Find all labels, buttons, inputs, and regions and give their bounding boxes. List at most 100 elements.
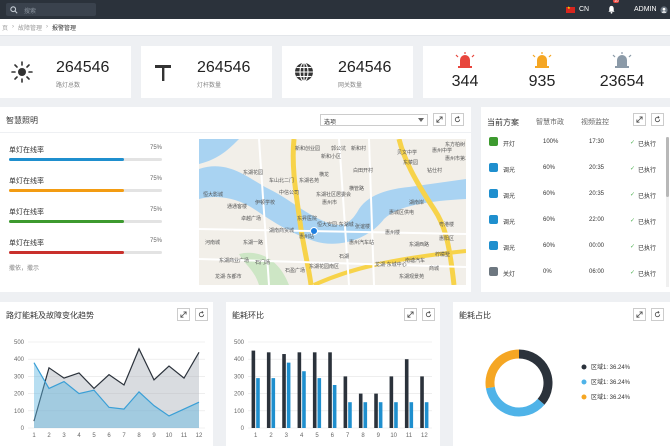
plan-row[interactable]: 关灯 0% 06:00 ✓ 已执行 <box>487 267 657 289</box>
breadcrumb-parent[interactable]: 故障管理 <box>18 25 43 32</box>
x-tick-label: 11 <box>406 433 413 439</box>
alarm-warning-count: 935 <box>528 73 556 90</box>
refresh-button[interactable] <box>651 113 664 126</box>
plan-row[interactable]: 调光 60% 20:35 ✓ 已执行 <box>487 189 657 211</box>
refresh-button[interactable] <box>195 308 208 321</box>
donut-chart: 区域1: 36.24% 区域1: 36.24% 区域1: 36.24% <box>485 349 631 417</box>
alarm-info[interactable]: 23654 <box>591 52 653 91</box>
expand-icon <box>636 116 643 123</box>
map-label: 惠州楼 <box>385 230 401 236</box>
progress-fill <box>9 189 124 192</box>
tab-current-plan[interactable]: 当前方案 <box>487 118 519 127</box>
series-line <box>33 347 200 422</box>
plan-row[interactable]: 调光 60% 22:00 ✓ 已执行 <box>487 215 657 237</box>
stat-value: 264546 <box>338 59 392 76</box>
map-label: 东湖名苑 <box>299 178 320 184</box>
bar <box>317 378 322 428</box>
plan-type-icon <box>489 137 498 146</box>
siren-orange-icon <box>532 52 552 68</box>
legend-label: 区域1: 36.24% <box>591 378 631 386</box>
map-label: 新和小区 <box>321 154 342 160</box>
search-input[interactable]: 搜索 <box>24 9 37 15</box>
refresh-icon <box>425 311 432 318</box>
map-label: 湖南商贸城 <box>269 228 295 234</box>
alarm-critical[interactable]: 344 <box>434 52 496 91</box>
y-tick-label: 300 <box>234 374 245 380</box>
sun-icon <box>11 61 33 83</box>
expand-icon <box>180 311 187 318</box>
map-label: 恒大安园·东湖城 <box>317 222 354 228</box>
notification-button[interactable]: 10 <box>607 0 620 19</box>
map-label: 东昇医院 <box>297 216 318 222</box>
x-tick-label: 2 <box>47 433 51 439</box>
plan-time: 06:00 <box>589 269 605 275</box>
bar <box>424 402 429 428</box>
expand-button[interactable] <box>633 308 646 321</box>
map-label: 东湖花园南区 <box>309 264 340 270</box>
share-chart-card: 能耗占比 区域1: 36.24% 区域1: 36.24% 区域1: 36.24% <box>453 302 670 446</box>
y-tick-label: 400 <box>234 357 245 363</box>
plan-row[interactable]: 开灯 100% 17:30 ✓ 已执行 <box>487 137 657 159</box>
plan-name: 开灯 <box>503 142 516 148</box>
x-tick-label: 6 <box>331 433 335 439</box>
scrollbar[interactable] <box>666 137 669 287</box>
plan-name: 调光 <box>503 168 516 174</box>
online-rate-label: 单灯在线率 <box>9 147 44 154</box>
user-menu[interactable]: ADMIN <box>634 0 668 19</box>
bar <box>374 393 378 428</box>
online-rate-label: 单灯在线率 <box>9 240 44 247</box>
map-canvas[interactable] <box>199 139 466 285</box>
map-label: 东湖观景苑 <box>399 274 425 280</box>
siren-gray-icon <box>612 52 632 68</box>
expand-button[interactable] <box>404 308 417 321</box>
refresh-button[interactable] <box>422 308 435 321</box>
map-label: 东湖商业广场 <box>219 258 250 264</box>
scrollbar-thumb[interactable] <box>666 137 669 197</box>
bell-icon <box>608 5 615 14</box>
plan-panel: 当前方案 智慧市政 视频监控 开灯 100% 17:30 ✓ 已执行 调光 60% 20:35… <box>481 107 670 292</box>
stat-value: 264546 <box>56 59 110 76</box>
plan-row[interactable]: 调光 60% 00:00 ✓ 已执行 <box>487 241 657 263</box>
map-label: 中信公司 <box>279 190 300 196</box>
y-tick-label: 100 <box>14 409 25 415</box>
x-tick-label: 2 <box>269 433 273 439</box>
refresh-button[interactable] <box>451 113 464 126</box>
panel-title: 智慧照明 <box>6 116 38 125</box>
donut-slice <box>485 349 520 389</box>
plan-pct: 100% <box>543 139 559 145</box>
stat-card-lamps: 264546 路灯总数 <box>0 46 131 98</box>
refresh-button[interactable] <box>651 308 664 321</box>
plan-status: 已执行 <box>638 246 657 252</box>
x-tick-label: 8 <box>137 433 141 439</box>
stat-label: 灯杆数量 <box>197 83 222 89</box>
y-tick-label: 500 <box>234 340 245 346</box>
option-select[interactable]: 选项 <box>320 114 428 126</box>
panel-title: 能耗环比 <box>232 311 264 320</box>
expand-button[interactable] <box>633 113 646 126</box>
map-label: 惠州中学 <box>432 148 453 154</box>
search-box[interactable]: 搜索 <box>6 3 96 16</box>
plan-type-icon <box>489 241 498 250</box>
map-label: 卓越广场 <box>241 216 262 222</box>
x-tick-label: 12 <box>196 433 203 439</box>
expand-button[interactable] <box>433 113 446 126</box>
map-label: 惠城区供电 <box>389 210 415 216</box>
plan-row[interactable]: 调光 60% 20:35 ✓ 已执行 <box>487 163 657 185</box>
y-tick-label: 100 <box>234 409 245 415</box>
tab-video-monitor[interactable]: 视频监控 <box>581 119 609 126</box>
alarm-warning[interactable]: 935 <box>511 52 573 91</box>
map-label: 伊顿学校 <box>255 200 276 206</box>
bar <box>378 402 383 428</box>
map-label: 石盈广场 <box>285 268 306 274</box>
online-rate-value: 75% <box>149 207 162 213</box>
tab-smart-city[interactable]: 智慧市政 <box>536 119 564 126</box>
y-tick-label: 200 <box>14 392 25 398</box>
map-label: 龙湖·东都市 <box>215 274 242 280</box>
plan-name: 调光 <box>503 246 516 252</box>
breadcrumb-root[interactable]: 页 <box>2 25 9 32</box>
bar <box>332 385 337 428</box>
language-switch[interactable]: CN <box>566 0 589 19</box>
user-avatar-icon <box>659 5 668 14</box>
expand-button[interactable] <box>177 308 190 321</box>
